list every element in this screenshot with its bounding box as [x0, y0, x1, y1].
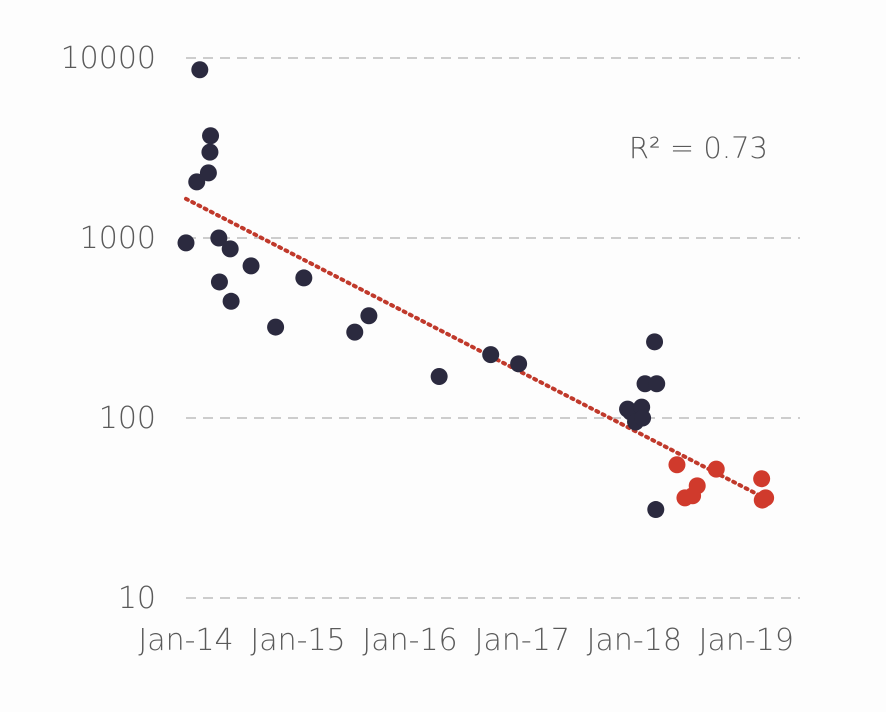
x-tick-label: Jan-17 — [475, 623, 570, 658]
x-tick-label: Jan-14 — [138, 623, 233, 658]
x-tick-label: Jan-15 — [250, 623, 345, 658]
x-tick-label: Jan-16 — [362, 623, 457, 658]
data-point-dark — [267, 318, 285, 336]
data-point-dark — [430, 368, 448, 386]
data-point-dark — [177, 234, 195, 252]
y-tick-label: 10000 — [61, 41, 156, 76]
data-point-red — [688, 477, 706, 495]
data-point-dark — [648, 375, 666, 393]
data-point-dark — [222, 292, 240, 310]
y-tick-label: 10 — [118, 581, 156, 616]
data-point-dark — [188, 173, 206, 191]
y-tick-label: 100 — [99, 401, 156, 436]
data-point-dark — [210, 229, 228, 247]
data-point-dark — [646, 333, 664, 351]
data-points — [177, 61, 775, 519]
gridlines — [186, 57, 800, 599]
y-axis-tick-labels: 10 100 1000 10000 — [61, 41, 156, 616]
r-squared-annotation: R² = 0.73 — [629, 131, 768, 165]
data-point-red — [757, 489, 775, 507]
x-tick-label: Jan-19 — [699, 623, 794, 658]
data-point-dark — [647, 501, 665, 519]
trendline-layer — [184, 196, 767, 500]
annotations: R² = 0.73 — [629, 131, 768, 165]
x-axis-tick-labels: Jan-14 Jan-15 Jan-16 Jan-17 Jan-18 Jan-19 — [138, 623, 794, 658]
data-point-dark — [242, 257, 260, 275]
data-point-dark — [210, 273, 228, 291]
data-point-dark — [510, 355, 528, 373]
data-point-red — [668, 456, 686, 474]
data-point-red — [753, 470, 771, 488]
x-tick-label: Jan-18 — [587, 623, 682, 658]
data-point-dark — [191, 61, 209, 79]
trendline — [184, 196, 767, 500]
data-point-dark — [202, 127, 220, 145]
data-point-dark — [634, 409, 652, 427]
y-tick-label: 1000 — [80, 221, 156, 256]
data-point-dark — [201, 143, 219, 161]
data-point-dark — [199, 164, 217, 182]
data-point-dark — [221, 240, 239, 258]
data-point-dark — [360, 307, 378, 325]
data-point-dark — [295, 269, 313, 287]
data-point-dark — [636, 375, 654, 393]
data-point-dark — [346, 323, 364, 341]
data-point-red — [707, 460, 725, 478]
data-point-dark — [482, 346, 500, 364]
